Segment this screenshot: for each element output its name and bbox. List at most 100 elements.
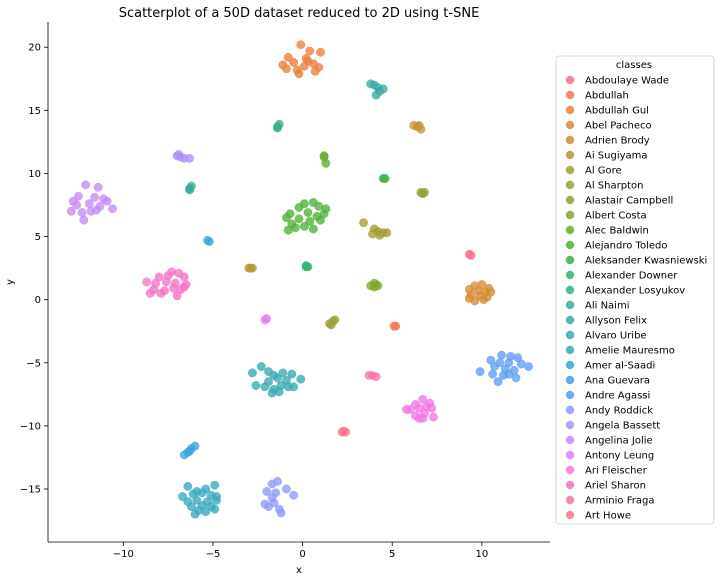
series-group — [260, 477, 299, 518]
legend-marker — [565, 180, 575, 190]
data-point — [66, 206, 76, 216]
data-point — [187, 502, 196, 512]
y-tick-label: −10 — [20, 421, 41, 432]
legend-label: Alec Baldwin — [585, 226, 649, 237]
data-point — [414, 403, 424, 413]
data-point — [466, 251, 476, 260]
series-group — [179, 441, 200, 460]
legend-label: Alastair Campbell — [585, 196, 673, 207]
data-point — [145, 288, 155, 298]
data-point — [185, 153, 195, 163]
data-point — [108, 204, 117, 214]
legend-marker — [565, 450, 575, 460]
data-point — [81, 180, 91, 190]
data-point — [264, 502, 273, 512]
data-point — [391, 321, 401, 331]
legend-label: Aleksander Kwasniewski — [585, 256, 707, 267]
legend-label: Amelie Mauresmo — [585, 346, 675, 357]
series-group — [260, 314, 272, 325]
data-point — [316, 215, 325, 225]
legend-marker — [565, 75, 575, 85]
data-point — [504, 369, 514, 379]
data-point — [305, 217, 315, 226]
series-group — [366, 278, 383, 292]
x-ticks: −10 −5 0 5 10 — [113, 542, 488, 560]
data-point — [282, 213, 291, 223]
series-group — [185, 181, 196, 195]
x-tick-label: −5 — [206, 549, 221, 560]
data-point — [267, 388, 277, 398]
legend-label: Al Sharpton — [585, 181, 643, 192]
series-group — [464, 249, 476, 260]
x-tick-label: −10 — [113, 549, 134, 560]
data-point — [169, 283, 178, 293]
data-point — [289, 382, 299, 392]
series-group — [244, 263, 257, 273]
data-point — [371, 90, 381, 100]
series-group — [273, 119, 284, 133]
legend-marker — [565, 135, 575, 145]
legend-marker — [565, 90, 575, 100]
data-point — [172, 291, 182, 301]
legend-label: Art Howe — [585, 511, 631, 522]
legend-label: Amer al-Saadi — [585, 361, 655, 372]
legend-marker — [565, 390, 575, 400]
series-group — [325, 315, 340, 330]
y-ticks: −15 −10 −5 0 5 10 15 20 — [20, 43, 48, 495]
series-group — [337, 426, 351, 437]
data-point — [84, 199, 94, 209]
series-group — [402, 394, 438, 423]
series-group — [409, 121, 426, 134]
legend-label: Abdullah — [585, 91, 629, 102]
legend-marker — [565, 480, 575, 490]
y-tick-label: 15 — [28, 106, 41, 117]
series-group — [364, 370, 381, 382]
data-point — [267, 479, 277, 489]
series-group — [378, 174, 390, 183]
data-point — [416, 124, 426, 134]
legend-marker — [565, 120, 575, 130]
legend-marker — [565, 210, 575, 220]
legend: classes Abdoulaye Wade Abdullah Abdullah G… — [555, 55, 715, 525]
data-point — [418, 394, 428, 404]
data-point — [251, 381, 261, 390]
legend-label: Ariel Sharon — [585, 481, 646, 492]
data-point — [72, 200, 82, 210]
legend-marker — [565, 345, 575, 355]
points-layer — [66, 40, 533, 519]
data-point — [524, 362, 533, 371]
legend-label: Ari Fleischer — [585, 466, 648, 477]
series-group — [301, 261, 313, 272]
chart-title: Scatterplot of a 50D dataset reduced to … — [119, 6, 480, 21]
series-group — [142, 267, 191, 301]
series-group — [172, 150, 195, 163]
data-point — [210, 480, 220, 490]
legend-marker — [565, 285, 575, 295]
data-point — [142, 277, 152, 287]
data-point — [262, 314, 272, 324]
data-point — [283, 225, 293, 235]
legend-label: Ali Naimi — [585, 301, 629, 312]
legend-label: Albert Costa — [585, 211, 647, 222]
series-group — [416, 187, 429, 199]
data-point — [179, 272, 189, 282]
legend-marker — [565, 435, 575, 445]
data-point — [296, 40, 306, 50]
data-point — [156, 288, 166, 298]
series-group — [464, 280, 496, 306]
legend-label: Andre Agassi — [585, 391, 650, 402]
data-point — [418, 189, 428, 199]
data-point — [488, 369, 498, 379]
legend-label: Angela Bassett — [585, 421, 660, 432]
legend-marker — [565, 195, 575, 205]
data-point — [490, 362, 499, 371]
y-tick-label: 10 — [28, 169, 41, 180]
legend-marker — [565, 510, 575, 520]
data-point — [493, 377, 503, 387]
data-point — [174, 150, 184, 159]
legend-marker — [565, 315, 575, 325]
data-point — [212, 495, 221, 505]
data-point — [382, 228, 392, 238]
